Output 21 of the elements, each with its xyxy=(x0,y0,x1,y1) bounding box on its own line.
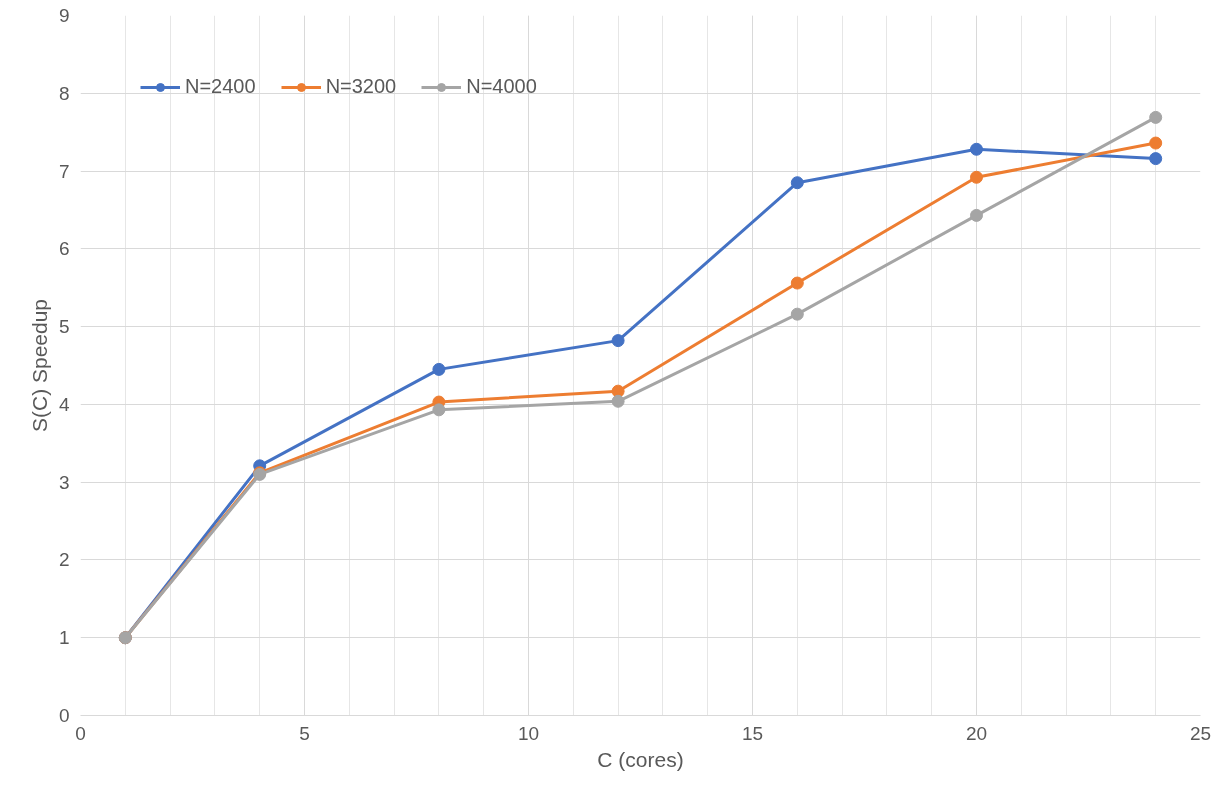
y-tick-label: 5 xyxy=(58,316,70,338)
y-tick-label: 7 xyxy=(58,160,70,182)
legend-label: N=4000 xyxy=(466,75,537,98)
y-tick-label: 4 xyxy=(58,393,70,415)
x-tick-label: 10 xyxy=(517,722,540,744)
legend-label: N=3200 xyxy=(325,75,397,98)
y-tick-label: 8 xyxy=(58,82,70,104)
y-tick-label: 0 xyxy=(58,705,70,726)
y-tick-label: 3 xyxy=(58,471,70,493)
x-tick-label: 0 xyxy=(75,722,86,744)
x-tick-label: 5 xyxy=(299,722,310,744)
y-tick-label: 6 xyxy=(58,238,70,260)
y-tick-label: 2 xyxy=(58,549,70,571)
x-axis-title: C (cores) xyxy=(597,747,684,771)
x-tick-label: 20 xyxy=(965,722,988,744)
x-tick-label: 25 xyxy=(1189,722,1212,744)
y-tick-label: 1 xyxy=(58,627,70,649)
y-tick-label: 9 xyxy=(58,5,70,26)
y-axis-title: S(C) Speedup xyxy=(27,298,51,433)
legend-label: N=2400 xyxy=(185,75,256,98)
x-tick-label: 15 xyxy=(741,722,764,744)
